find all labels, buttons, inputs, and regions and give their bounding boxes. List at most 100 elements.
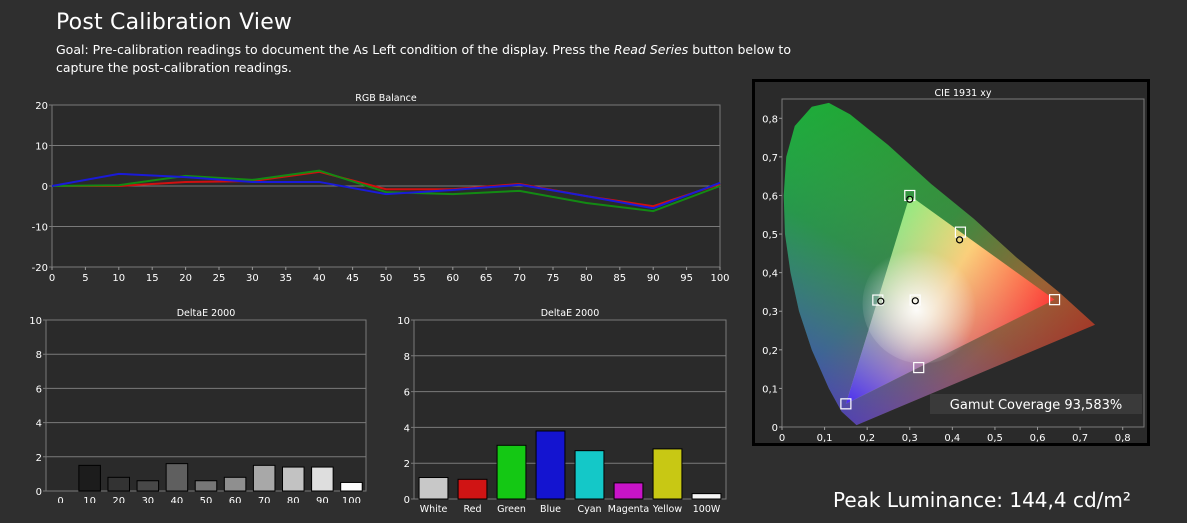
color-category-label: Magenta bbox=[608, 504, 649, 515]
target-marker bbox=[913, 361, 925, 374]
gray-bar bbox=[223, 476, 247, 492]
gray-category-label: 80 bbox=[287, 496, 300, 503]
x-tick-label: 85 bbox=[613, 273, 626, 284]
x-tick-label: 80 bbox=[580, 273, 593, 284]
measured-point bbox=[911, 297, 919, 305]
measured-point bbox=[906, 195, 914, 203]
page-title: Post Calibration View bbox=[56, 10, 293, 35]
gamut-label-bg bbox=[930, 394, 1142, 414]
x-tick-label: 90 bbox=[647, 273, 660, 284]
gray-bar bbox=[136, 480, 160, 492]
cie-panel: CIE 1931 xy 0,8 0,7 0,6 0,5 0,4 0,3 0,2 0,1 0 0 0,1… bbox=[752, 79, 1150, 446]
gray-category-label: 10 bbox=[83, 496, 96, 503]
x-tick-label: 45 bbox=[346, 273, 359, 284]
series-line-1 bbox=[51, 169, 721, 213]
gray-bar bbox=[194, 480, 218, 492]
color-bar bbox=[418, 477, 449, 500]
x-tick-label: 5 bbox=[82, 273, 88, 284]
goal-text: Goal: Pre-calibration readings to docume… bbox=[56, 41, 836, 77]
y-tick-label: 0,4 bbox=[762, 269, 778, 280]
x-tick-label: 0,3 bbox=[902, 433, 918, 443]
x-tick-label: 75 bbox=[547, 273, 560, 284]
color-bar bbox=[535, 430, 566, 500]
gray-category-label: 0 bbox=[57, 496, 63, 503]
target-marker bbox=[1048, 294, 1061, 306]
y-tick-label: 0 bbox=[404, 495, 410, 506]
color-bar bbox=[574, 450, 605, 500]
cie-chart: CIE 1931 xy 0,8 0,7 0,6 0,5 0,4 0,3 0,2 0,1 00 0,1… bbox=[762, 88, 1145, 444]
x-tick-label: 0,5 bbox=[987, 433, 1003, 443]
x-tick-label: 65 bbox=[480, 273, 493, 284]
y-tick-label: 0 bbox=[772, 423, 778, 434]
gray-bar bbox=[340, 481, 363, 492]
y-tick-label: 10 bbox=[35, 142, 48, 153]
gray-title: DeltaE 2000 bbox=[177, 308, 236, 319]
x-tick-label: 0,2 bbox=[859, 433, 875, 443]
gray-bar bbox=[107, 476, 130, 492]
y-tick-label: 6 bbox=[404, 388, 410, 399]
y-tick-label: 4 bbox=[404, 423, 410, 434]
y-tick-label: 0,1 bbox=[762, 384, 778, 395]
cie-title: CIE 1931 xy bbox=[935, 88, 992, 99]
y-tick-label: 6 bbox=[36, 384, 42, 395]
target-marker bbox=[840, 398, 852, 410]
gray-category-label: 90 bbox=[316, 496, 329, 503]
y-tick-label: 0,2 bbox=[762, 346, 778, 357]
x-tick-label: 70 bbox=[513, 273, 526, 284]
x-tick-label: 50 bbox=[380, 273, 393, 284]
y-tick-label: -10 bbox=[32, 223, 48, 234]
x-tick-label: 0 bbox=[779, 433, 785, 443]
gray-category-label: 40 bbox=[171, 496, 184, 503]
white-point-glow bbox=[862, 243, 983, 364]
plot-area bbox=[45, 319, 367, 492]
color-bar bbox=[691, 493, 722, 500]
x-tick-label: 10 bbox=[112, 273, 125, 284]
goal-prefix: Goal: Pre-calibration readings to docume… bbox=[56, 42, 614, 57]
y-tick-label: 8 bbox=[36, 350, 42, 361]
y-tick-label: 0,6 bbox=[762, 191, 778, 202]
gray-category-label: 20 bbox=[112, 496, 125, 503]
y-tick-label: 2 bbox=[36, 453, 42, 464]
x-tick-label: 0,8 bbox=[1115, 433, 1131, 443]
y-tick-label: 0,3 bbox=[762, 307, 778, 318]
rgb-chart-title: RGB Balance bbox=[355, 93, 417, 104]
color-category-label: Cyan bbox=[577, 504, 601, 515]
gray-bar bbox=[252, 464, 276, 492]
gray-category-label: 30 bbox=[141, 496, 154, 503]
x-tick-label: 100 bbox=[710, 273, 729, 284]
color-title: DeltaE 2000 bbox=[541, 308, 600, 319]
x-tick-label: 20 bbox=[179, 273, 192, 284]
gray-category-label: 70 bbox=[258, 496, 271, 503]
x-tick-label: 0,7 bbox=[1072, 433, 1088, 443]
color-category-label: Green bbox=[497, 504, 526, 515]
y-tick-label: 2 bbox=[404, 459, 410, 470]
y-tick-label: 4 bbox=[36, 419, 42, 430]
x-tick-label: 0,1 bbox=[817, 433, 833, 443]
y-tick-label: 10 bbox=[397, 316, 410, 327]
color-category-label: Red bbox=[463, 504, 481, 515]
gray-bar bbox=[282, 466, 305, 492]
goal-suffix: button below to capture the post-calibra… bbox=[56, 42, 791, 75]
x-tick-label: 35 bbox=[279, 273, 292, 284]
gamut-coverage-label: Gamut Coverage 93,583% bbox=[950, 398, 1122, 413]
color-category-label: White bbox=[420, 504, 448, 515]
x-tick-label: 25 bbox=[213, 273, 226, 284]
y-tick-label: 0,7 bbox=[762, 153, 778, 164]
x-tick-label: 0,4 bbox=[944, 433, 960, 443]
y-tick-label: -20 bbox=[32, 263, 48, 274]
x-tick-label: 40 bbox=[313, 273, 326, 284]
y-tick-label: 0,5 bbox=[762, 230, 778, 241]
color-bar bbox=[652, 448, 683, 500]
x-tick-label: 0,6 bbox=[1030, 433, 1046, 443]
target-marker bbox=[904, 189, 916, 202]
color-bar bbox=[457, 478, 488, 500]
color-category-label: 100W bbox=[693, 504, 721, 515]
y-tick-label: 0 bbox=[36, 487, 42, 498]
gray-bar bbox=[311, 466, 334, 492]
series-line-2 bbox=[51, 172, 721, 210]
x-tick-label: 60 bbox=[446, 273, 459, 284]
y-tick-label: 20 bbox=[35, 101, 48, 112]
gray-category-label: 50 bbox=[200, 496, 213, 503]
